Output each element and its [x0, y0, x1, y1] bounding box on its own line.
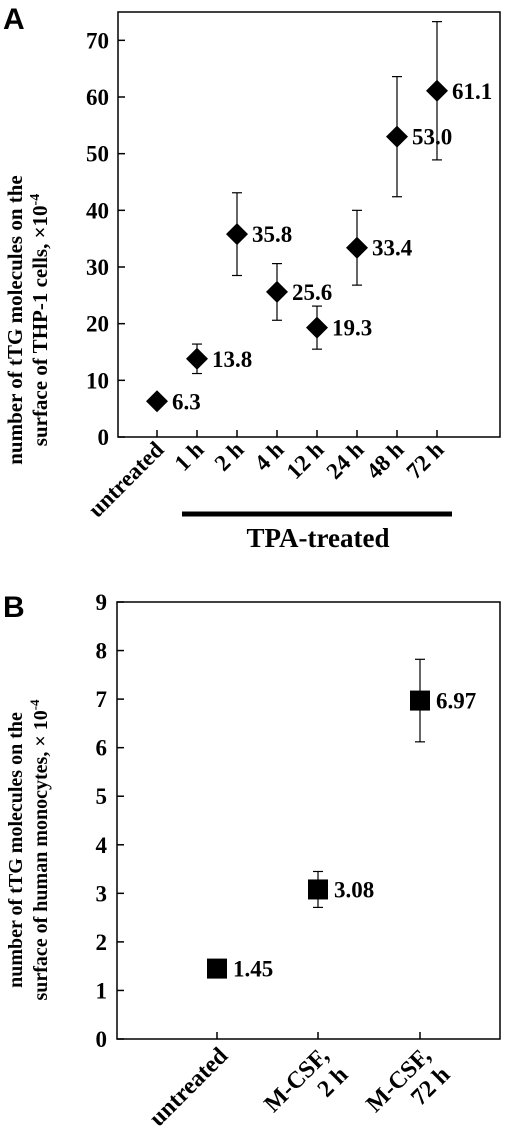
panel-a-series: 6.3 13.8 35.8 25.619.3 33.4 53.061.1: [146, 21, 492, 414]
panel-b-data-point: [308, 879, 328, 900]
panel-a-data-label: 53.0: [412, 125, 452, 150]
panel-a-x-tick-label: untreated: [83, 437, 168, 522]
panel-b-y-axis-title-exponent: -4: [27, 699, 42, 710]
panel-b-x-tick-label: untreated: [144, 1042, 233, 1131]
panel-a-x-tick-label: 2 h: [210, 437, 249, 476]
panel-a-y-axis-title-line1: number of tTG molecules on the: [3, 175, 27, 465]
panel-b-plot-frame: [116, 601, 501, 1040]
panel-a-y-tick-label: 40: [86, 198, 109, 223]
panel-b-x-axis: untreated M-CSF,2 h M-CSF,72 h: [144, 1032, 455, 1137]
panel-b-y-tick-label: 3: [96, 881, 108, 906]
panel-a-y-tick-label: 70: [86, 28, 109, 53]
panel-a-x-tick-label: 12 h: [281, 437, 328, 484]
panel-a-y-tick-label: 0: [98, 425, 110, 450]
panel-a-data-point: [306, 316, 328, 339]
panel-a-group-label: TPA-treated: [247, 523, 390, 553]
panel-a-x-tick-label: 24 h: [321, 437, 368, 484]
panel-a-data-label: 13.8: [212, 347, 252, 372]
panel-a-y-axis-title-line2: surface of THP-1 cells, ×10-4: [28, 194, 52, 446]
panel-b-x-tick-label-line: untreated: [144, 1042, 233, 1131]
panel-b-data-point: [410, 690, 430, 711]
panel-a-x-tick-label: 1 h: [170, 437, 209, 476]
panel-b-y-axis-title-line2: surface of human monocytes, × 10-4: [27, 699, 52, 1001]
panel-a-data-label: 33.4: [372, 236, 413, 261]
panel-a-letter: A: [3, 3, 25, 36]
panel-a-data-label: 25.6: [292, 280, 332, 305]
panel-b-x-tick-label: M-CSF,2 h: [259, 1043, 353, 1137]
panel-a-y-tick-label: 60: [86, 85, 109, 110]
panel-a-y-tick-label: 10: [86, 368, 109, 393]
panel-b-y-axis-title-text: surface of human monocytes, × 10: [30, 710, 52, 1000]
panel-b-chart: B 0 1 2 3 4 5 6 7 8 9 untreated M-CSF,2 h M-CSF,72 …: [3, 590, 501, 1137]
panel-a-data-point: [266, 280, 288, 303]
panel-a-y-axis-title-text: surface of THP-1 cells, ×10: [28, 205, 52, 446]
panel-a-data-point: [386, 125, 408, 148]
panel-a-y-tick-label: 50: [86, 142, 109, 167]
panel-a-data-label: 6.3: [172, 389, 201, 414]
panel-b-x-tick-label: M-CSF,72 h: [361, 1043, 455, 1137]
panel-b-y-tick-label: 4: [96, 833, 108, 858]
panel-b-data-label: 6.97: [436, 689, 476, 714]
panel-a-data-point: [186, 347, 208, 370]
panel-a-x-tick-label: 72 h: [401, 437, 448, 484]
panel-a-x-tick-label: 48 h: [361, 437, 408, 484]
panel-a-y-tick-label: 20: [86, 312, 109, 337]
panel-a-x-tick-label: 4 h: [250, 437, 289, 476]
panel-a-data-point: [146, 390, 168, 413]
panel-a-plot-frame: [117, 11, 501, 438]
panel-a-data-label: 61.1: [452, 79, 492, 104]
panel-b-y-tick-label: 1: [96, 978, 108, 1003]
panel-b-y-tick-label: 7: [96, 687, 108, 712]
panel-a-data-point: [426, 79, 448, 102]
panel-b-data-label: 3.08: [334, 877, 374, 902]
panel-a-y-axis: 0 10 20 30 40 50 60 70: [86, 28, 125, 450]
panel-b-series: 1.45 3.08 6.97: [207, 658, 476, 982]
panel-b-data-point: [207, 958, 227, 979]
panel-a-data-label: 19.3: [332, 316, 372, 341]
panel-a-data-label: 35.8: [252, 222, 292, 247]
panel-b-y-tick-label: 9: [96, 590, 108, 615]
panel-b-y-tick-label: 8: [96, 639, 108, 664]
panel-b-y-axis: 0 1 2 3 4 5 6 7 8 9: [96, 590, 124, 1052]
panel-b-y-tick-label: 0: [96, 1027, 108, 1052]
panel-b-letter: B: [3, 591, 25, 624]
panel-a-y-axis-title-exponent: -4: [28, 194, 43, 206]
panel-b-y-tick-label: 2: [96, 930, 108, 955]
panel-b-data-label: 1.45: [233, 957, 273, 982]
panel-b-y-tick-label: 5: [96, 784, 108, 809]
panel-a-y-tick-label: 30: [86, 255, 109, 280]
panel-a-data-point: [346, 236, 368, 259]
panel-a-data-point: [226, 223, 248, 246]
panel-b-y-axis-title-line1: number of tTG molecules on the: [5, 712, 27, 988]
panel-b-y-tick-label: 6: [96, 736, 108, 761]
